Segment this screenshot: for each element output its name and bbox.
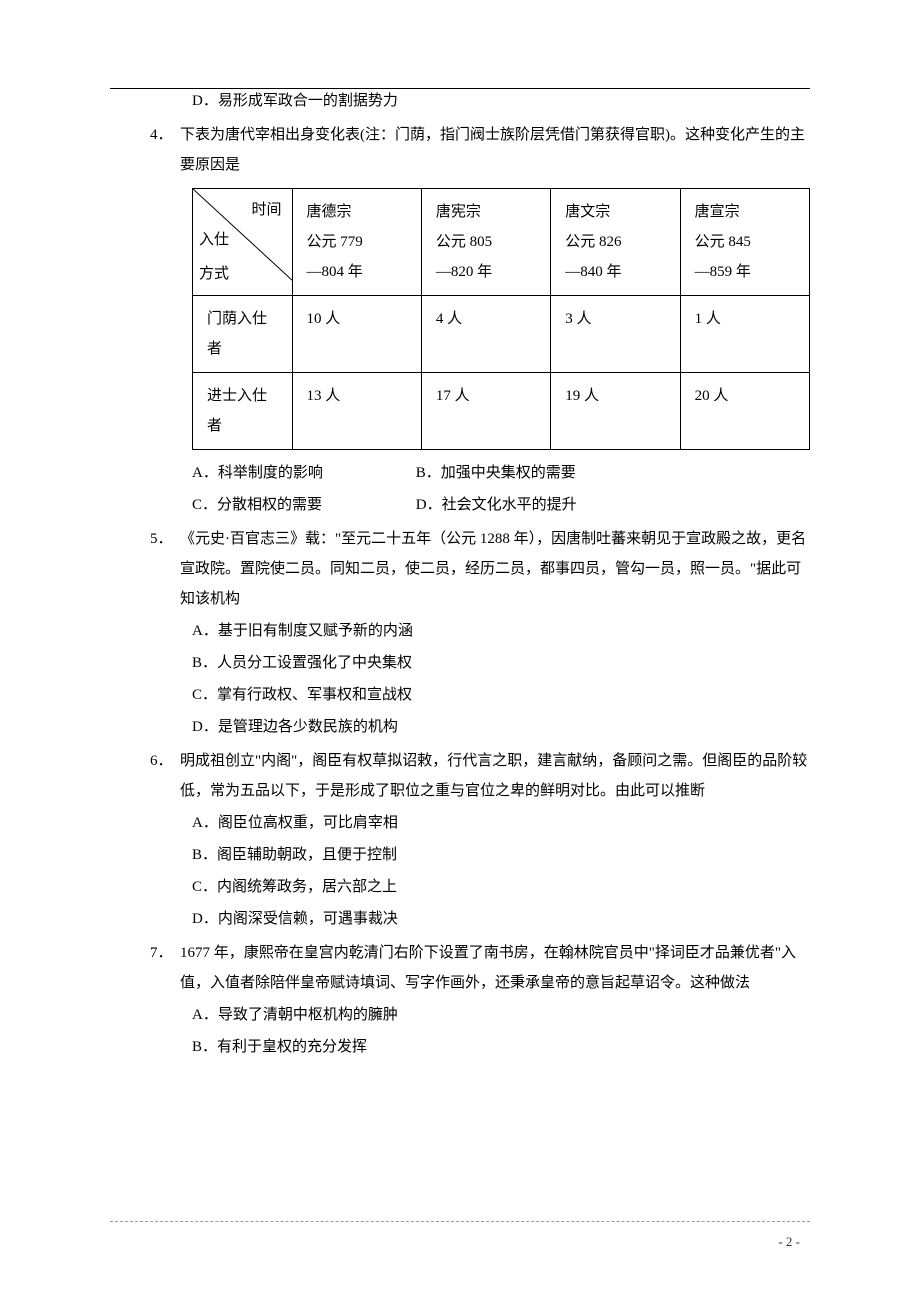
year2-3: —859 年 <box>695 257 795 287</box>
q4-number: 4． <box>150 120 180 150</box>
footer-rule <box>110 1221 810 1222</box>
row2-2: 19 人 <box>551 373 680 450</box>
row2-label: 进士入仕者 <box>193 373 293 450</box>
col-1: 唐宪宗 公元 805 —820 年 <box>421 189 550 296</box>
header-entry1: 入仕 <box>199 225 229 255</box>
q7-option-a: A．导致了清朝中枢机构的臃肿 <box>150 1000 810 1030</box>
col-3: 唐宣宗 公元 845 —859 年 <box>680 189 809 296</box>
diagonal-header-cell: 时间 入仕 方式 <box>193 189 293 296</box>
q7-stem: 7．1677 年，康熙帝在皇宫内乾清门右阶下设置了南书房，在翰林院官员中"择词臣… <box>150 938 810 998</box>
row1-0: 10 人 <box>292 296 421 373</box>
row1-1: 4 人 <box>421 296 550 373</box>
emperor-0: 唐德宗 <box>307 197 407 227</box>
q6-option-a: A．阁臣位高权重，可比肩宰相 <box>150 808 810 838</box>
q4-table: 时间 入仕 方式 唐德宗 公元 779 —804 年 唐宪宗 公元 805 —8… <box>192 188 810 450</box>
year2-1: —820 年 <box>436 257 536 287</box>
q4-options-cd: C．分散相权的需要 D．社会文化水平的提升 <box>150 490 810 520</box>
year1-2: 公元 826 <box>565 227 665 257</box>
q5-number: 5． <box>150 524 180 554</box>
q5-option-b: B．人员分工设置强化了中央集权 <box>150 648 810 678</box>
year1-0: 公元 779 <box>307 227 407 257</box>
q6-stem: 6．明成祖创立"内阁"，阁臣有权草拟诏敕，行代言之职，建言献纳，备顾问之需。但阁… <box>150 746 810 806</box>
page-content: D．易形成军政合一的割据势力 4．下表为唐代宰相出身变化表(注：门荫，指门阀士族… <box>0 0 920 1062</box>
table-row: 门荫入仕者 10 人 4 人 3 人 1 人 <box>193 296 810 373</box>
q4-option-b: B．加强中央集权的需要 <box>416 465 576 481</box>
row1-3: 1 人 <box>680 296 809 373</box>
q4-option-a: A．科举制度的影响 <box>192 458 412 488</box>
q6-option-d: D．内阁深受信赖，可遇事裁决 <box>150 904 810 934</box>
q4-option-d: D．社会文化水平的提升 <box>416 497 577 513</box>
year1-3: 公元 845 <box>695 227 795 257</box>
row1-2: 3 人 <box>551 296 680 373</box>
year2-2: —840 年 <box>565 257 665 287</box>
emperor-1: 唐宪宗 <box>436 197 536 227</box>
q4-options-ab: A．科举制度的影响 B．加强中央集权的需要 <box>150 458 810 488</box>
q7-stem-text: 1677 年，康熙帝在皇宫内乾清门右阶下设置了南书房，在翰林院官员中"择词臣才品… <box>180 945 796 991</box>
q5-option-d: D．是管理边各少数民族的机构 <box>150 712 810 742</box>
header-entry2: 方式 <box>199 259 229 289</box>
q7-option-b: B．有利于皇权的充分发挥 <box>150 1032 810 1062</box>
year2-0: —804 年 <box>307 257 407 287</box>
q5-option-c: C．掌有行政权、军事权和宣战权 <box>150 680 810 710</box>
q6-stem-text: 明成祖创立"内阁"，阁臣有权草拟诏敕，行代言之职，建言献纳，备顾问之需。但阁臣的… <box>180 753 807 799</box>
row2-1: 17 人 <box>421 373 550 450</box>
q4-option-c: C．分散相权的需要 <box>192 490 412 520</box>
q6-number: 6． <box>150 746 180 776</box>
q4-stem-text: 下表为唐代宰相出身变化表(注：门荫，指门阀士族阶层凭借门第获得官职)。这种变化产… <box>180 127 805 173</box>
table-row: 进士入仕者 13 人 17 人 19 人 20 人 <box>193 373 810 450</box>
col-2: 唐文宗 公元 826 —840 年 <box>551 189 680 296</box>
q5-stem: 5．《元史·百官志三》载："至元二十五年（公元 1288 年），因唐制吐蕃来朝见… <box>150 524 810 614</box>
page-number: - 2 - <box>778 1234 800 1250</box>
q7-number: 7． <box>150 938 180 968</box>
q6-option-c: C．内阁统筹政务，居六部之上 <box>150 872 810 902</box>
year1-1: 公元 805 <box>436 227 536 257</box>
emperor-3: 唐宣宗 <box>695 197 795 227</box>
header-time: 时间 <box>252 195 282 225</box>
q6-option-b: B．阁臣辅助朝政，且便于控制 <box>150 840 810 870</box>
row1-label: 门荫入仕者 <box>193 296 293 373</box>
table-header-row: 时间 入仕 方式 唐德宗 公元 779 —804 年 唐宪宗 公元 805 —8… <box>193 189 810 296</box>
q5-option-a: A．基于旧有制度又赋予新的内涵 <box>150 616 810 646</box>
q5-stem-text: 《元史·百官志三》载："至元二十五年（公元 1288 年），因唐制吐蕃来朝见于宣… <box>180 531 806 607</box>
row2-0: 13 人 <box>292 373 421 450</box>
col-0: 唐德宗 公元 779 —804 年 <box>292 189 421 296</box>
q3-option-d: D．易形成军政合一的割据势力 <box>150 86 810 116</box>
row2-3: 20 人 <box>680 373 809 450</box>
q4-stem: 4．下表为唐代宰相出身变化表(注：门荫，指门阀士族阶层凭借门第获得官职)。这种变… <box>150 120 810 180</box>
header-rule <box>110 88 810 89</box>
emperor-2: 唐文宗 <box>565 197 665 227</box>
